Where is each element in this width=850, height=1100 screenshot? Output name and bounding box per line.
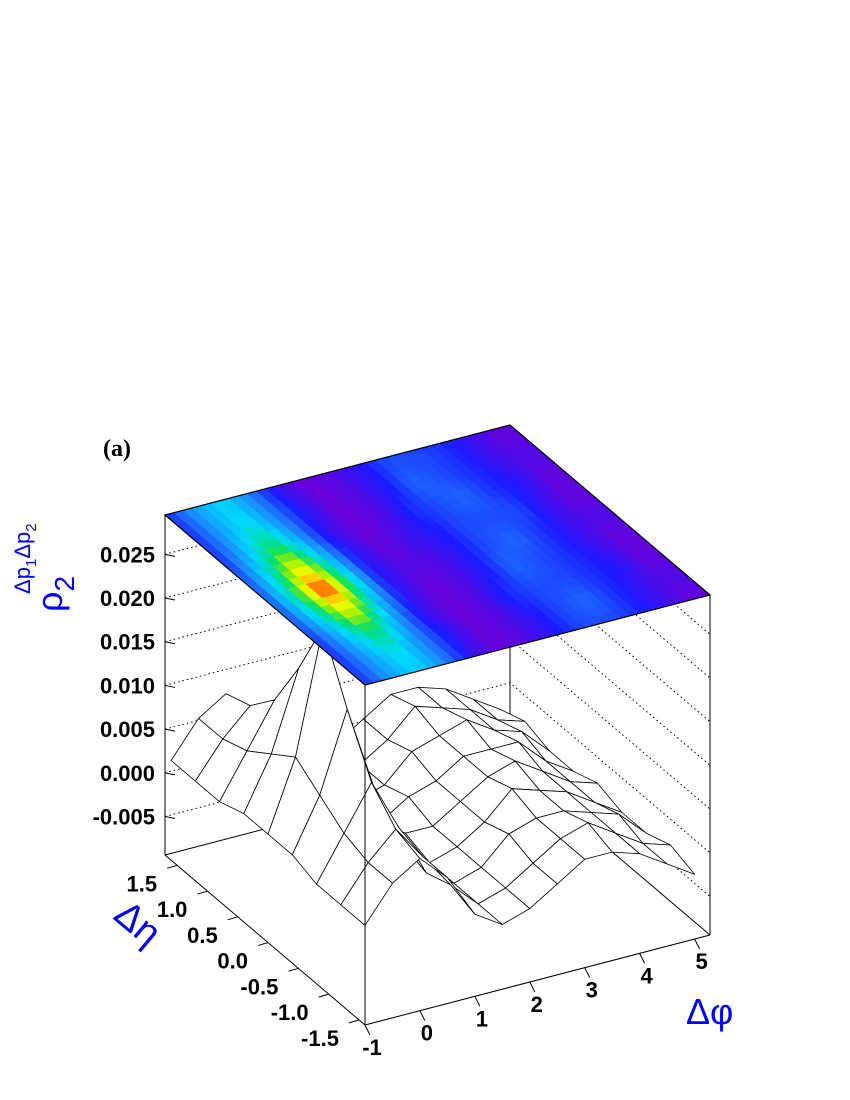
z-title-sup: Δp: [10, 532, 35, 559]
y-tick: [348, 1019, 360, 1024]
surface-cell: [642, 843, 695, 875]
z-tick-label: 0.025: [100, 542, 155, 567]
y-tick: [257, 942, 269, 947]
z-tick: [164, 641, 176, 645]
z-title-sub: 2: [49, 576, 80, 592]
x-tick: [694, 938, 701, 950]
z-tick-label: 0.010: [100, 673, 155, 698]
x-tick-label: 4: [641, 963, 654, 988]
x-tick: [529, 981, 536, 993]
x-tick-label: 3: [586, 978, 598, 1003]
z-tick-label: 0.020: [100, 586, 155, 611]
z-tick-label: 0.015: [100, 630, 155, 655]
z-tick: [164, 597, 176, 601]
y-tick-label: -1.0: [271, 1000, 309, 1025]
z-tick: [164, 728, 176, 732]
y-tick: [227, 916, 238, 921]
y-tick-label: 0.5: [187, 923, 218, 948]
y-tick-label: -0.5: [240, 974, 278, 999]
y-tick-label: 0.0: [217, 949, 248, 974]
x-tick-label: 1: [476, 1006, 488, 1031]
y-tick: [318, 993, 329, 998]
x-tick: [584, 967, 591, 978]
z-title-sup: 1: [23, 559, 40, 567]
surface-cell: [340, 862, 393, 926]
box-edge: [364, 934, 711, 1026]
y-tick: [197, 890, 208, 895]
z-tick-label: 0.005: [100, 717, 155, 742]
panel-label: (a): [103, 436, 131, 462]
x-tick-label: 2: [531, 992, 543, 1017]
x-axis-title: Δφ: [686, 991, 733, 1032]
plot-area: 0.0250.0200.0150.0100.0050.000-0.005-101…: [93, 424, 712, 1060]
z-tick-label: -0.005: [93, 805, 155, 830]
box-edge: [164, 854, 366, 1026]
z-tick: [164, 816, 176, 820]
z-title-main: ρ: [29, 592, 70, 612]
y-tick-label: 1.5: [127, 871, 158, 896]
z-tick-label: 0.000: [100, 761, 155, 786]
top-outline: [163, 424, 712, 686]
z-title-sup: Δp: [10, 567, 35, 594]
y-tick-label: 1.0: [157, 897, 188, 922]
z-title-sup: 2: [23, 523, 40, 531]
x-tick: [474, 996, 481, 1007]
y-tick: [166, 864, 178, 869]
y-tick-label: -1.5: [301, 1026, 339, 1051]
y-tick: [288, 967, 299, 972]
x-tick-label: -1: [362, 1035, 382, 1060]
x-tick-label: 0: [421, 1021, 433, 1046]
x-tick: [639, 953, 646, 964]
x-tick-label: 5: [695, 949, 707, 974]
z-axis-title: ρ2Δp1Δp2: [10, 523, 80, 612]
x-tick: [419, 1010, 426, 1021]
x-tick: [364, 1024, 371, 1036]
z-tick: [164, 772, 176, 776]
z-tick: [164, 684, 176, 688]
z-tick: [164, 553, 176, 557]
